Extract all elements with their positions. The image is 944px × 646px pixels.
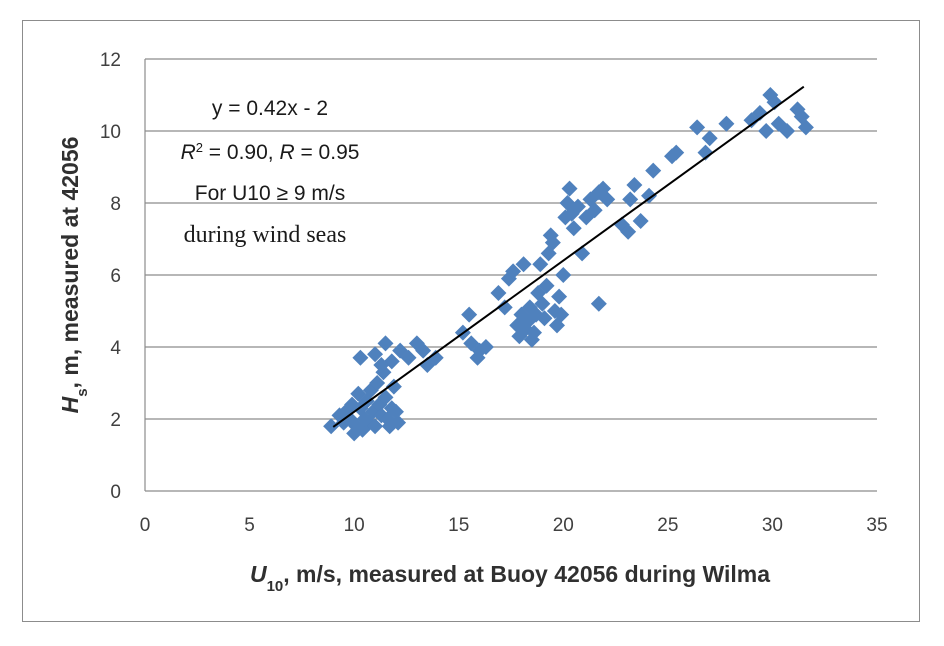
x-axis-rest: , m/s, measured at Buoy 42056 during Wil… xyxy=(283,561,770,587)
data-point xyxy=(751,105,768,121)
x-axis-title: U10, m/s, measured at Buoy 42056 during … xyxy=(250,561,770,595)
grid-lines xyxy=(144,58,877,492)
data-point xyxy=(622,191,639,208)
data-point xyxy=(697,144,714,161)
data-points xyxy=(323,87,814,442)
data-point xyxy=(565,220,582,237)
x-tick-label: 15 xyxy=(448,515,469,536)
equation-label: y = 0.42x - 2 xyxy=(212,97,328,120)
data-point xyxy=(400,349,417,366)
data-point xyxy=(797,119,814,136)
data-point xyxy=(689,119,706,136)
data-point xyxy=(536,310,553,327)
data-point xyxy=(551,288,568,305)
y-tick-label: 10 xyxy=(100,122,121,143)
x-tick-label: 0 xyxy=(140,515,151,536)
data-point xyxy=(385,378,402,395)
y-tick-label: 4 xyxy=(110,338,121,359)
y-tick-label: 6 xyxy=(110,266,121,287)
regime-label: during wind seas xyxy=(184,222,347,248)
data-point xyxy=(377,335,394,352)
data-point xyxy=(490,285,507,301)
data-point xyxy=(555,267,572,283)
data-point xyxy=(544,234,561,251)
data-point xyxy=(526,324,543,341)
data-point xyxy=(427,349,444,366)
data-point xyxy=(758,123,775,139)
trendline xyxy=(332,85,805,428)
data-point xyxy=(586,202,603,219)
data-point xyxy=(369,375,386,391)
data-point xyxy=(641,187,658,204)
x-tick-label: 25 xyxy=(657,515,678,536)
data-point xyxy=(620,223,637,240)
y-axis-var: H xyxy=(57,396,83,413)
r-value: = 0.95 xyxy=(295,141,360,164)
data-point xyxy=(538,277,555,294)
data-point xyxy=(632,213,649,229)
condition-label: For U10 ≥ 9 m/s xyxy=(195,182,345,205)
x-tick-label: 30 xyxy=(762,515,783,536)
data-point xyxy=(477,339,494,355)
data-point xyxy=(367,346,384,363)
x-axis-var: U xyxy=(250,561,268,587)
x-tick-label: 20 xyxy=(553,515,574,536)
r-var: R xyxy=(279,141,294,164)
data-point xyxy=(534,295,551,312)
data-point xyxy=(387,403,404,420)
data-point xyxy=(390,414,407,431)
data-point xyxy=(718,115,735,132)
r-squared-label: R2 = 0.90, R = 0.95 xyxy=(181,140,360,165)
data-point xyxy=(373,357,390,373)
r2-value: = 0.90, xyxy=(203,141,279,164)
data-point xyxy=(515,256,532,273)
data-point xyxy=(461,306,478,323)
data-point xyxy=(352,349,369,366)
data-point xyxy=(323,418,340,435)
y-axis-sub: s xyxy=(74,388,91,396)
data-point xyxy=(561,180,578,197)
data-point xyxy=(496,299,513,316)
data-point xyxy=(668,144,685,161)
y-tick-label: 8 xyxy=(110,194,121,215)
y-axis-rest: , m, measured at 42056 xyxy=(57,137,83,389)
data-point xyxy=(701,130,718,147)
data-point xyxy=(553,306,570,323)
data-point xyxy=(779,123,796,139)
y-tick-label: 0 xyxy=(110,482,121,503)
x-tick-label: 5 xyxy=(244,515,255,536)
trendline-group xyxy=(332,85,805,428)
data-point xyxy=(599,191,616,208)
x-tick-label: 35 xyxy=(866,515,887,536)
x-axis-sub: 10 xyxy=(267,578,284,595)
y-tick-label: 2 xyxy=(110,410,121,431)
r2-sup: 2 xyxy=(196,140,203,155)
y-tick-label: 12 xyxy=(100,50,121,71)
x-tick-label: 10 xyxy=(344,515,365,536)
r2-var: R xyxy=(181,141,196,164)
data-point xyxy=(626,177,643,193)
y-axis-title: Hs, m, measured at 42056 xyxy=(57,137,91,414)
data-point xyxy=(377,389,394,406)
data-point xyxy=(415,342,432,359)
chart-frame xyxy=(22,20,920,622)
data-point xyxy=(532,256,549,273)
tick-labels: 0 2 4 6 8 10 12 0 5 10 15 20 25 30 35 xyxy=(100,50,888,536)
data-point xyxy=(367,418,384,435)
data-point xyxy=(569,198,586,215)
data-point xyxy=(505,263,522,280)
data-point xyxy=(590,295,607,312)
data-point xyxy=(645,162,662,179)
